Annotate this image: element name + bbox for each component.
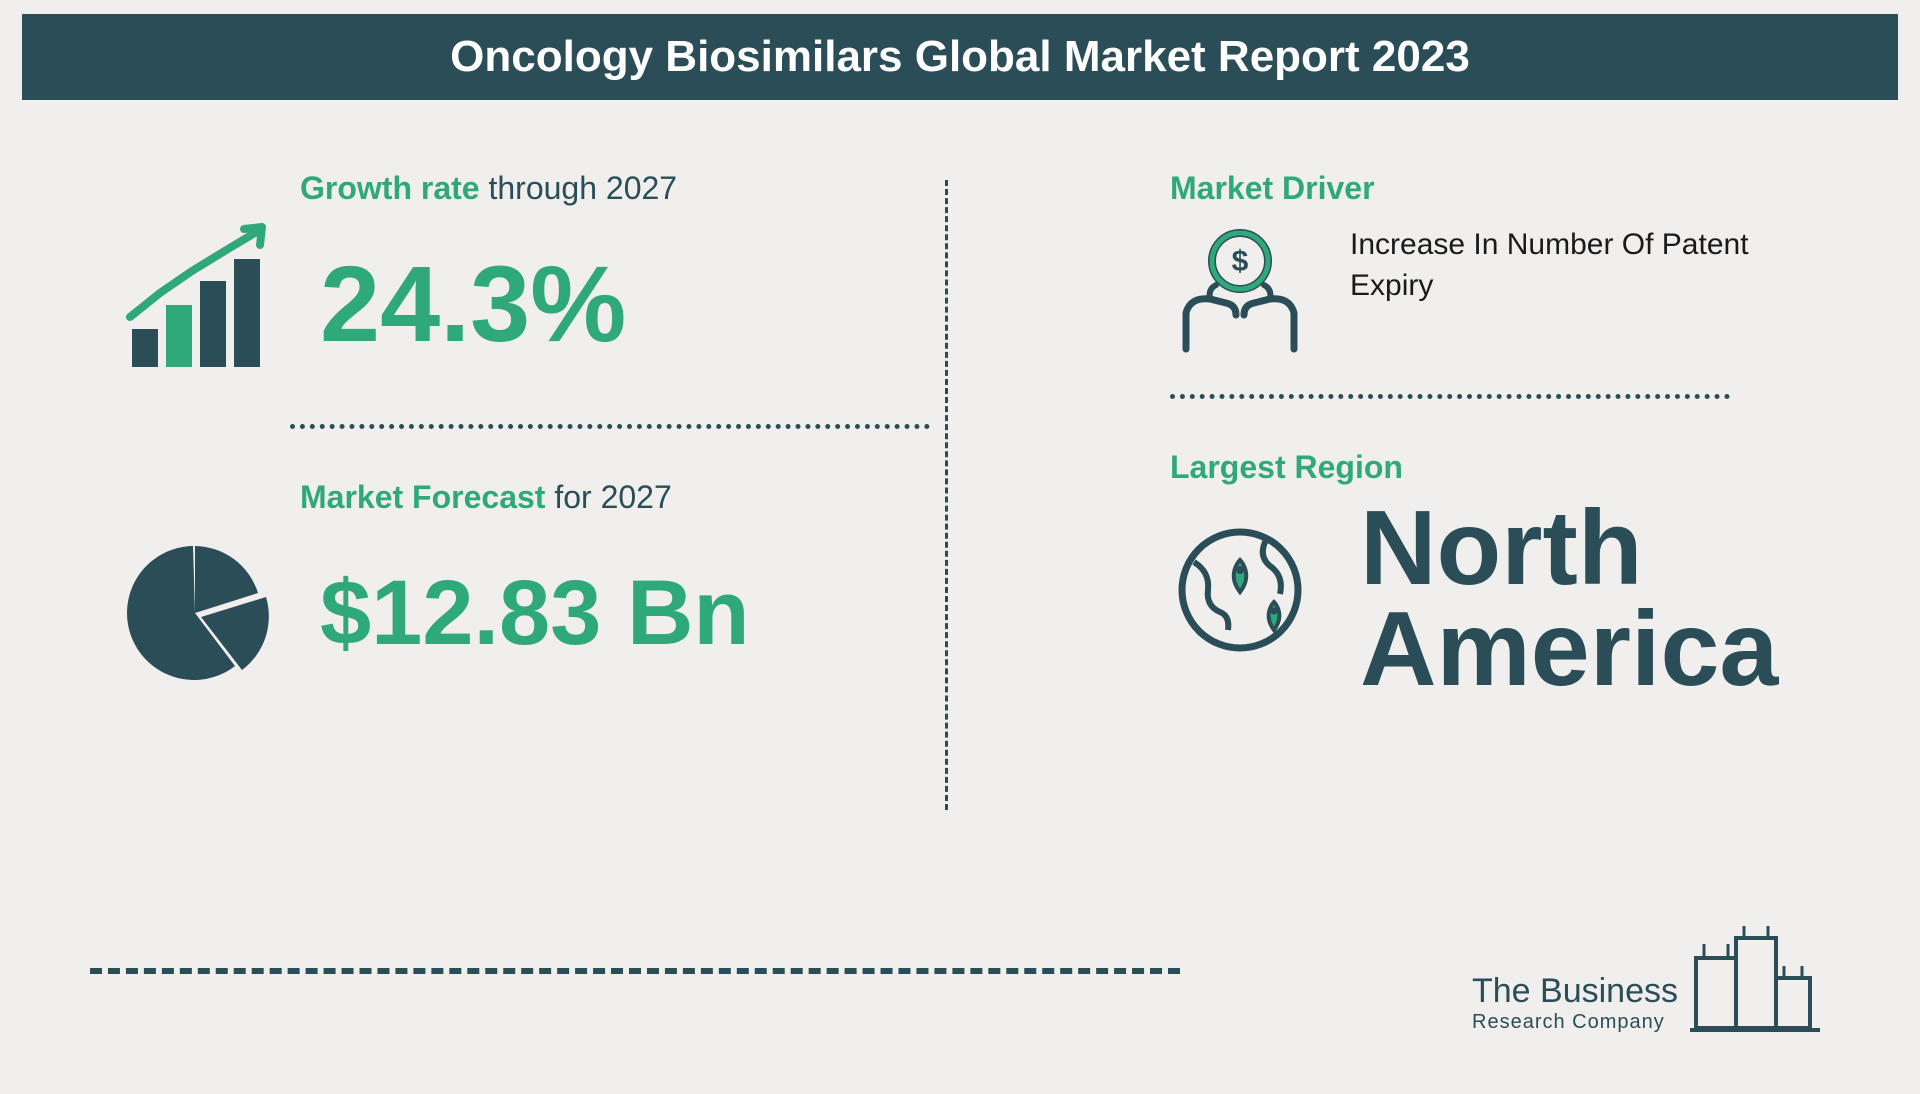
growth-label-sub: through 2027 [480,170,678,206]
left-divider-dots [290,424,930,429]
right-divider-dots [1170,394,1730,399]
driver-block: Market Driver $ Increase In Number Of [1170,170,1810,359]
report-title-bar: Oncology Biosimilars Global Market Repor… [22,14,1898,100]
hands-coin-icon: $ [1170,219,1310,359]
region-block: Largest Region NorthAmerica [1170,449,1810,699]
forecast-block: Market Forecast for 2027 $12.83 Bn [110,479,1030,698]
bottom-dashed-line [90,968,1180,974]
pie-chart-icon [110,528,280,698]
globe-icon [1170,512,1320,662]
region-value: NorthAmerica [1360,498,1778,699]
region-label: Largest Region [1170,449,1403,485]
growth-icon [110,219,280,389]
forecast-label-sub: for 2027 [545,479,671,515]
logo-line1: The Business [1472,972,1678,1011]
growth-value: 24.3% [320,250,626,358]
left-column: Growth rate through 2027 24.3% [110,170,1090,734]
report-title: Oncology Biosimilars Global Market Repor… [450,32,1470,81]
driver-label: Market Driver [1170,170,1375,206]
company-logo: The Business Research Company [1472,924,1820,1034]
content-area: Growth rate through 2027 24.3% [0,100,1920,734]
driver-text: Increase In Number Of Patent Expiry [1350,225,1770,306]
right-column: Market Driver $ Increase In Number Of [1090,170,1810,734]
svg-text:$: $ [1232,245,1249,278]
growth-label-main: Growth rate [300,170,480,206]
vertical-divider [945,180,948,810]
growth-block: Growth rate through 2027 24.3% [110,170,1030,389]
forecast-value: $12.83 Bn [320,567,750,659]
logo-buildings-icon [1690,924,1820,1034]
forecast-label-main: Market Forecast [300,479,545,515]
logo-text: The Business Research Company [1472,972,1678,1034]
logo-line2: Research Company [1472,1011,1678,1034]
